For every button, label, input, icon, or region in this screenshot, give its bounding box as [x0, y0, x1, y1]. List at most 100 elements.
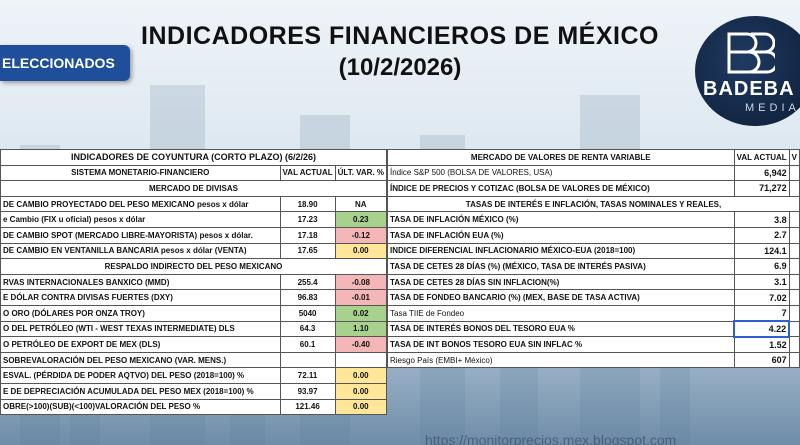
table-row: TASA DE CETES 28 DÍAS (%) (MÉXICO, TASA …: [387, 258, 800, 275]
table-row: RVAS INTERNACIONALES BANXICO (MMD) 255.4-…: [0, 273, 388, 291]
row-label: E DE DEPRECIACIÓN ACUMULADA DEL PESO MEX…: [0, 382, 281, 400]
row-value: 64.3: [279, 320, 336, 338]
row-value: 124.1: [733, 242, 790, 260]
section-row: MERCADO DE DIVISAS: [0, 180, 387, 197]
table-row: Tasa TIIE de Fondeo 7: [387, 304, 800, 322]
row-label: ÍNDICE DE PRECIOS Y COTIZAC (BOLSA DE VA…: [387, 180, 735, 197]
row-extra: [788, 242, 800, 260]
row-value: 5040: [279, 304, 336, 322]
section-label: RESPALDO INDIRECTO DEL PESO MEXICANO: [0, 258, 387, 275]
table-row: e Cambio (FIX u oficial) pesos x dólar 17…: [0, 211, 388, 228]
table-title: MERCADO DE VALORES DE RENTA VARIABLE: [387, 149, 735, 166]
table-row: TASA DE CETES 28 DÍAS SIN INFLACION(%) 3.…: [387, 273, 800, 291]
row-extra: [788, 273, 800, 291]
row-extra: [788, 304, 800, 322]
row-value: 3.8: [733, 211, 790, 228]
row-variation: -0.08: [334, 273, 388, 291]
row-value: 2.7: [733, 226, 790, 244]
section-row: RESPALDO INDIRECTO DEL PESO MEXICANO: [0, 258, 387, 275]
row-variation: 0.00: [334, 242, 388, 260]
row-label: TASA DE INT BONOS TESORO EUA SIN INFLAC …: [387, 336, 735, 353]
row-label: TASA DE INFLACIÓN EUA (%): [387, 226, 735, 244]
row-label: DE CAMBIO PROYECTADO DEL PESO MEXICANO p…: [0, 195, 281, 213]
row-variation: 0.02: [334, 304, 388, 322]
row-label: ESVAL. (PÉRDIDA DE PODER AQTVO) DEL PESO…: [0, 367, 281, 384]
selected-banner[interactable]: ELECCIONADOS: [0, 45, 130, 81]
row-value: 93.97: [279, 382, 336, 400]
section-row: TASAS DE INTERÉS E INFLACIÓN, TASAS NOMI…: [387, 195, 800, 213]
row-label: DE CAMBIO SPOT (MERCADO LIBRE-MAYORISTA)…: [0, 226, 281, 244]
row-label: TASA DE INTERÉS BONOS DEL TESORO EUA %: [387, 320, 735, 338]
row-extra: [788, 164, 800, 182]
row-variation: 0.23: [334, 211, 388, 228]
bb-logo-icon: [727, 32, 775, 74]
row-value: 121.46: [279, 398, 336, 416]
row-label: O ORO (DÓLARES POR ONZA TROY): [0, 304, 281, 322]
row-variation: -0.40: [334, 336, 388, 353]
table-row: TASA DE INTERÉS BONOS DEL TESORO EUA % 4.…: [387, 320, 800, 338]
table-row: O ORO (DÓLARES POR ONZA TROY) 5040 0.02: [0, 304, 388, 322]
table-row: ESVAL. (PÉRDIDA DE PODER AQTVO) DEL PESO…: [0, 367, 388, 384]
row-variation: -0.01: [334, 289, 388, 306]
row-extra: [788, 180, 800, 197]
row-label: TASA DE INFLACIÓN MÉXICO (%): [387, 211, 735, 228]
row-variation: 0.00: [334, 382, 388, 400]
col-extra-header: V: [788, 149, 800, 166]
table-row: TASA DE INFLACIÓN MÉXICO (%) 3.8: [387, 211, 800, 228]
table-row: O PETRÓLEO DE EXPORT DE MEX (DLS) 60.1 -0.…: [0, 336, 388, 353]
row-label: Tasa TIIE de Fondeo: [387, 304, 735, 322]
col-val-header: VAL ACTUAL: [733, 149, 790, 166]
row-value: 96.83: [279, 289, 336, 306]
row-label: TASA DE FONDEO BANCARIO (%) (MEX, BASE D…: [387, 289, 735, 306]
coyuntura-table: INDICADORES DE COYUNTURA (CORTO PLAZO) (…: [0, 149, 388, 416]
row-label: TASA DE CETES 28 DÍAS SIN INFLACION(%): [387, 273, 735, 291]
col-var-header: ÚLT. VAR. %: [334, 164, 388, 182]
row-label: e Cambio (FIX u oficial) pesos x dólar: [0, 211, 281, 228]
row-label: E DÓLAR CONTRA DIVISAS FUERTES (DXY): [0, 289, 281, 306]
table-row: O DEL PETRÓLEO (WTI - WEST TEXAS INTERME…: [0, 320, 388, 338]
system-label: SISTEMA MONETARIO-FINANCIERO: [0, 164, 281, 182]
row-variation: 0.00: [334, 367, 388, 384]
renta-variable-table: MERCADO DE VALORES DE RENTA VARIABLE VAL …: [387, 149, 800, 369]
row-value: 7.02: [733, 289, 790, 306]
row-value: 17.65: [279, 242, 336, 260]
table-title-row: INDICADORES DE COYUNTURA (CORTO PLAZO) (…: [0, 149, 387, 166]
row-extra: [788, 211, 800, 228]
table-row: TASA DE INFLACIÓN EUA (%) 2.7: [387, 226, 800, 244]
row-value: [279, 351, 336, 369]
row-value: 6.9: [733, 258, 790, 275]
table-row: E DE DEPRECIACIÓN ACUMULADA DEL PESO MEX…: [0, 382, 388, 400]
table-row: Riesgo País (EMBI+ México) 607: [387, 351, 800, 369]
row-label: DE CAMBIO EN VENTANILLA BANCARIA pesos x…: [0, 242, 281, 260]
source-url[interactable]: https://monitorprecios.mex.blogspot.com: [425, 432, 677, 445]
row-label: Índice S&P 500 (BOLSA DE VALORES, USA): [387, 164, 735, 182]
table-row: Índice S&P 500 (BOLSA DE VALORES, USA) 6,…: [387, 164, 800, 182]
logo-sub-text: MEDIA: [745, 102, 800, 114]
row-extra: [788, 320, 800, 338]
row-label: O DEL PETRÓLEO (WTI - WEST TEXAS INTERME…: [0, 320, 281, 338]
row-value: 1.52: [733, 336, 790, 353]
table-header-row: SISTEMA MONETARIO-FINANCIERO VAL ACTUAL ÚL…: [0, 164, 388, 182]
row-value: 60.1: [279, 336, 336, 353]
table-row: INDICE DIFERENCIAL INFLACIONARIO MÉXICO-…: [387, 242, 800, 260]
row-extra: [788, 258, 800, 275]
row-extra: [788, 226, 800, 244]
table-row: SOBREVALORACIÓN DEL PESO MEXICANO (VAR. …: [0, 351, 388, 369]
table-title: INDICADORES DE COYUNTURA (CORTO PLAZO) (…: [0, 149, 387, 166]
row-label: TASA DE CETES 28 DÍAS (%) (MÉXICO, TASA …: [387, 258, 735, 275]
row-label: INDICE DIFERENCIAL INFLACIONARIO MÉXICO-…: [387, 242, 735, 260]
row-label: SOBREVALORACIÓN DEL PESO MEXICANO (VAR. …: [0, 351, 281, 369]
row-extra: [788, 336, 800, 353]
row-value: 17.23: [279, 211, 336, 228]
row-label: RVAS INTERNACIONALES BANXICO (MMD): [0, 273, 281, 291]
row-variation: -0.12: [334, 226, 388, 244]
table-row: ÍNDICE DE PRECIOS Y COTIZAC (BOLSA DE VA…: [387, 180, 800, 197]
row-label: OBRE(>100)(SUB)(<100)VALORACIÓN DEL PESO…: [0, 398, 281, 416]
logo-brand-text: BADEBA: [703, 78, 795, 100]
row-label: Riesgo País (EMBI+ México): [387, 351, 735, 369]
row-value: 71,272: [733, 180, 790, 197]
table-row: E DÓLAR CONTRA DIVISAS FUERTES (DXY) 96.8…: [0, 289, 388, 306]
row-value: 607: [733, 351, 790, 369]
row-variation: 1.10: [334, 320, 388, 338]
row-value: 7: [733, 304, 790, 322]
